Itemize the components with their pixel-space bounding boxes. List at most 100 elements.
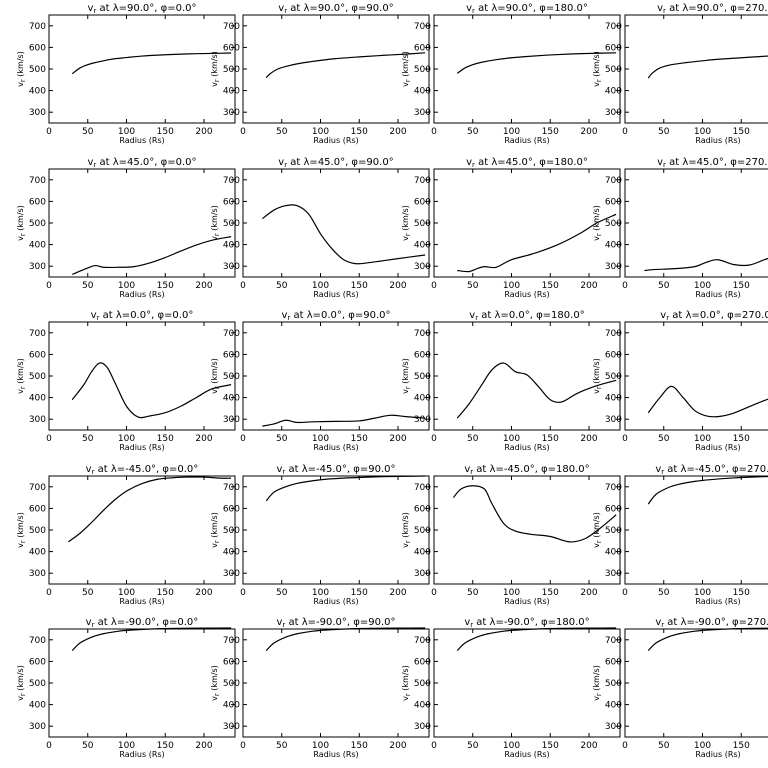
y-tick-label: 500 <box>223 65 240 75</box>
x-tick-label: 0 <box>240 434 246 444</box>
x-tick-label: 50 <box>467 127 479 137</box>
y-tick-label: 700 <box>29 483 46 493</box>
x-tick-label: 0 <box>46 588 52 598</box>
x-tick-label: 50 <box>82 127 94 137</box>
y-axis-label: vr (km/s) <box>16 358 27 394</box>
y-tick-label: 600 <box>29 43 46 53</box>
subplot-title: vr at λ=90.0°, φ=270.0° <box>657 3 768 15</box>
y-tick-label: 300 <box>29 722 46 732</box>
x-tick-label: 200 <box>580 127 597 137</box>
x-tick-label: 100 <box>503 127 520 137</box>
y-tick-label: 500 <box>223 219 240 229</box>
plot-frame <box>624 168 768 278</box>
x-tick-label: 100 <box>312 588 329 598</box>
x-tick-label: 50 <box>82 434 94 444</box>
x-tick-label: 50 <box>276 741 288 751</box>
y-axis-label: vr (km/s) <box>16 205 27 241</box>
y-tick-label: 300 <box>29 415 46 425</box>
x-tick-label: 100 <box>312 741 329 751</box>
x-tick-label: 100 <box>118 281 135 291</box>
y-tick-label: 300 <box>605 722 622 732</box>
y-tick-label: 400 <box>605 241 622 251</box>
x-tick-label: 0 <box>240 281 246 291</box>
y-tick-label: 500 <box>605 372 622 382</box>
y-tick-label: 700 <box>223 636 240 646</box>
y-tick-label: 600 <box>414 504 431 514</box>
subplot-title: vr at λ=0.0°, φ=180.0° <box>469 310 584 322</box>
plot-frame <box>624 475 768 585</box>
y-tick-label: 500 <box>29 219 46 229</box>
x-axis-label: Radius (Rs) <box>313 290 358 299</box>
x-tick-label: 100 <box>694 281 711 291</box>
x-axis-label: Radius (Rs) <box>504 597 549 606</box>
y-tick-label: 500 <box>223 372 240 382</box>
x-tick-label: 0 <box>46 281 52 291</box>
x-tick-label: 200 <box>389 434 406 444</box>
subplot-r2-c3: 0 50 100 150 200 300 400 500 600 700 vr at λ=45.0°… <box>401 157 621 299</box>
data-line <box>644 257 768 272</box>
subplot-title: vr at λ=45.0°, φ=0.0° <box>87 157 196 169</box>
x-tick-label: 0 <box>431 127 437 137</box>
x-tick-label: 100 <box>503 741 520 751</box>
y-tick-label: 600 <box>605 350 622 360</box>
x-tick-label: 50 <box>467 281 479 291</box>
y-tick-label: 400 <box>223 548 240 558</box>
y-axis-label: vr (km/s) <box>16 51 27 87</box>
x-axis-label: Radius (Rs) <box>313 597 358 606</box>
y-tick-label: 700 <box>223 176 240 186</box>
y-tick-label: 300 <box>605 108 622 118</box>
x-axis-label: Radius (Rs) <box>119 290 164 299</box>
y-tick-label: 300 <box>414 262 431 272</box>
y-axis-label: vr (km/s) <box>210 665 221 701</box>
y-tick-label: 500 <box>414 526 431 536</box>
x-tick-label: 0 <box>46 434 52 444</box>
y-tick-label: 300 <box>223 262 240 272</box>
x-tick-label: 100 <box>118 741 135 751</box>
y-tick-label: 400 <box>29 241 46 251</box>
y-tick-label: 400 <box>29 87 46 97</box>
subplot-title: vr at λ=-90.0°, φ=270.0° <box>655 617 768 629</box>
x-tick-label: 100 <box>118 127 135 137</box>
y-tick-label: 300 <box>414 108 431 118</box>
x-tick-label: 50 <box>658 281 670 291</box>
x-tick-label: 200 <box>195 741 212 751</box>
data-line <box>647 475 768 505</box>
plot-frame <box>624 321 768 431</box>
subplot-title: vr at λ=-90.0°, φ=180.0° <box>464 617 589 629</box>
subplot-r5-c3: 0 50 100 150 200 300 400 500 600 700 vr at λ=-90.0… <box>401 617 621 759</box>
y-tick-label: 300 <box>605 569 622 579</box>
x-tick-label: 100 <box>118 588 135 598</box>
y-axis-label: vr (km/s) <box>592 205 603 241</box>
x-tick-label: 50 <box>276 281 288 291</box>
y-tick-label: 500 <box>29 372 46 382</box>
x-tick-label: 150 <box>542 127 559 137</box>
data-line <box>71 627 232 652</box>
x-tick-label: 150 <box>542 741 559 751</box>
y-tick-label: 300 <box>605 415 622 425</box>
subplot-title: vr at λ=-90.0°, φ=0.0° <box>86 617 199 629</box>
y-tick-label: 400 <box>223 241 240 251</box>
subplot-r2-c1: 0 50 100 150 200 300 400 500 600 700 vr at λ=45.0°… <box>16 157 236 299</box>
y-tick-label: 400 <box>223 394 240 404</box>
subplot-r4-c3: 0 50 100 150 200 300 400 500 600 700 vr at λ=-45.0… <box>401 464 621 606</box>
data-line <box>265 627 426 652</box>
x-tick-label: 100 <box>312 434 329 444</box>
x-tick-label: 150 <box>157 434 174 444</box>
y-tick-label: 300 <box>29 262 46 272</box>
x-tick-label: 200 <box>389 127 406 137</box>
y-tick-label: 600 <box>605 197 622 207</box>
subplot-title: vr at λ=90.0°, φ=90.0° <box>278 3 393 15</box>
y-axis-label: vr (km/s) <box>401 512 412 548</box>
x-tick-label: 100 <box>312 281 329 291</box>
y-tick-label: 700 <box>605 176 622 186</box>
subplot-title: vr at λ=90.0°, φ=180.0° <box>466 3 588 15</box>
subplot-r1-c2: 0 50 100 150 200 300 400 500 600 700 vr at λ=90.0°… <box>210 3 430 145</box>
y-tick-label: 600 <box>29 657 46 667</box>
y-tick-label: 600 <box>29 350 46 360</box>
x-axis-label: Radius (Rs) <box>695 597 740 606</box>
y-tick-label: 500 <box>29 526 46 536</box>
x-tick-label: 0 <box>622 127 628 137</box>
y-axis-label: vr (km/s) <box>592 512 603 548</box>
